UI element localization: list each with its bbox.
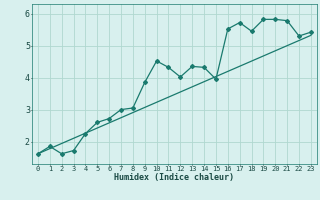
X-axis label: Humidex (Indice chaleur): Humidex (Indice chaleur)	[115, 173, 234, 182]
